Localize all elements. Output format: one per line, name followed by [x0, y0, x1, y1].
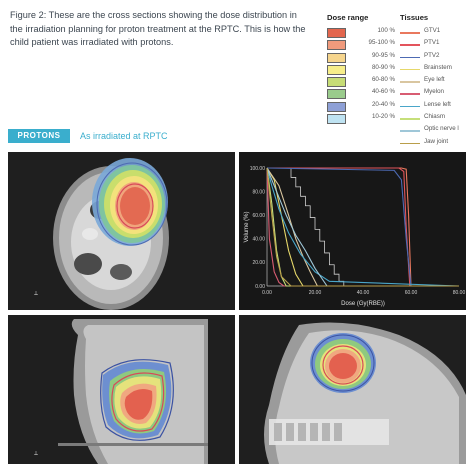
x-tick-label: 60.00	[405, 290, 418, 296]
dose-swatch	[327, 114, 346, 125]
axial-ct-panel: ⟂	[8, 152, 235, 310]
dose-swatch	[327, 52, 346, 63]
y-tick-label: 60.00	[252, 213, 265, 219]
tissue-item: Jaw joint	[400, 138, 474, 150]
tissue-label: Chiasm	[424, 113, 445, 121]
tissue-label: Optic nerve l	[424, 125, 459, 133]
dvh-step-curve	[286, 167, 345, 286]
chart-background	[239, 152, 466, 310]
tissue-line-swatch	[400, 105, 420, 108]
dose-range-label: 90-95 %	[371, 51, 395, 59]
tissue-item: Optic nerve l	[400, 125, 474, 137]
x-tick-label: 20.00	[309, 290, 322, 296]
coronal-ct-panel: ⟂	[8, 315, 235, 464]
tissue-item: Lense left	[400, 101, 474, 113]
sagittal-ct-panel	[239, 315, 466, 464]
tissue-label: PTV1	[424, 39, 440, 47]
tissue-line-swatch	[400, 56, 420, 59]
dose-range-item: 95-100 %	[327, 39, 397, 51]
tissue-item: PTV1	[400, 39, 474, 51]
tissue-item: Myelon	[400, 88, 474, 100]
tissue-item: GTV1	[400, 27, 474, 39]
y-tick-label: 20.00	[252, 260, 265, 266]
dvh-curve	[266, 167, 459, 287]
tissue-label: Lense left	[424, 100, 451, 108]
dose-swatch	[327, 77, 346, 88]
tissues-legend: GTV1 PTV1 PTV2 Brainstem Eye left Myelon…	[400, 27, 474, 150]
y-axis-label: Volume (%)	[244, 211, 250, 242]
tissue-line-swatch	[400, 44, 420, 46]
figure-caption: Figure 2: These are the cross sections s…	[10, 10, 306, 47]
tissue-line-swatch	[400, 68, 420, 71]
dose-swatch	[327, 101, 346, 112]
sagittal-ct-image	[239, 315, 466, 464]
tissue-line-swatch	[400, 130, 420, 132]
tissue-item: PTV2	[400, 52, 474, 64]
x-axis-label: Dose (Gy(RBE))	[341, 301, 385, 307]
svg-text:⟂: ⟂	[34, 290, 38, 297]
dose-range-item: 60-80 %	[327, 76, 397, 88]
coronal-ct-image: ⟂	[8, 315, 235, 464]
section-subtitle: As irradiated at RPTC	[80, 131, 168, 141]
dvh-chart: 0.00 20.00 40.00 60.00 80.00 100.00 0.00 20.00 4…	[239, 152, 466, 310]
y-tick-label: 100.00	[250, 166, 266, 172]
dose-range-label: 100 %	[377, 27, 395, 34]
tissue-item: Chiasm	[400, 113, 474, 125]
dose-range-title: Dose range	[327, 13, 369, 22]
protons-badge: PROTONS	[8, 129, 70, 143]
x-tick-label: 0.00	[262, 290, 272, 296]
dose-swatch	[327, 89, 346, 100]
dvh-curve	[266, 167, 459, 287]
dose-range-label: 20-40 %	[371, 100, 395, 108]
dose-range-label: 10-20 %	[371, 113, 395, 121]
tissue-label: Eye left	[424, 76, 445, 84]
tissue-label: PTV2	[424, 51, 440, 59]
tissue-item: Brainstem	[400, 64, 474, 76]
dvh-curve	[266, 167, 460, 287]
tissue-line-swatch	[400, 118, 420, 120]
tissue-line-swatch	[400, 81, 420, 83]
tissue-line-swatch	[400, 32, 420, 34]
dose-swatch	[327, 28, 346, 38]
dose-range-label: 60-80 %	[371, 76, 395, 84]
tissue-label: Myelon	[424, 88, 444, 96]
dose-range-label: 80-90 %	[371, 63, 395, 71]
dose-range-item: 10-20 %	[327, 113, 397, 125]
dose-swatch	[327, 64, 346, 75]
dose-swatch	[327, 40, 346, 51]
tissue-label: Jaw joint	[424, 137, 449, 145]
x-tick-label: 40.00	[357, 290, 370, 296]
dose-range-label: 40-60 %	[371, 88, 395, 96]
tissue-line-swatch	[400, 142, 420, 145]
dose-range-label: 95-100 %	[368, 39, 396, 47]
dose-range-item: 40-60 %	[327, 88, 397, 100]
tissue-item: Eye left	[400, 76, 474, 88]
dvh-curve	[266, 167, 459, 287]
axial-ct-image: ⟂	[8, 152, 235, 310]
y-tick-label: 0.00	[255, 284, 265, 290]
dose-range-item: 80-90 %	[327, 64, 397, 76]
dose-range-item: 90-95 %	[327, 52, 397, 64]
tissue-label: Brainstem	[424, 63, 452, 71]
tissue-line-swatch	[400, 93, 420, 95]
y-tick-label: 80.00	[252, 189, 265, 195]
dose-range-item: 100 %	[327, 27, 397, 39]
dvh-chart-panel: 0.00 20.00 40.00 60.00 80.00 100.00 0.00 20.00 4…	[239, 152, 466, 310]
y-tick-label: 40.00	[252, 237, 265, 243]
tissue-label: GTV1	[424, 27, 441, 34]
dose-range-legend: 100 % 95-100 % 90-95 % 80-90 % 60-80 % 4…	[327, 27, 397, 125]
x-tick-label: 80.00	[453, 290, 466, 296]
dose-range-item: 20-40 %	[327, 101, 397, 113]
svg-text:⟂: ⟂	[34, 450, 38, 457]
tissues-title: Tissues	[400, 13, 429, 22]
